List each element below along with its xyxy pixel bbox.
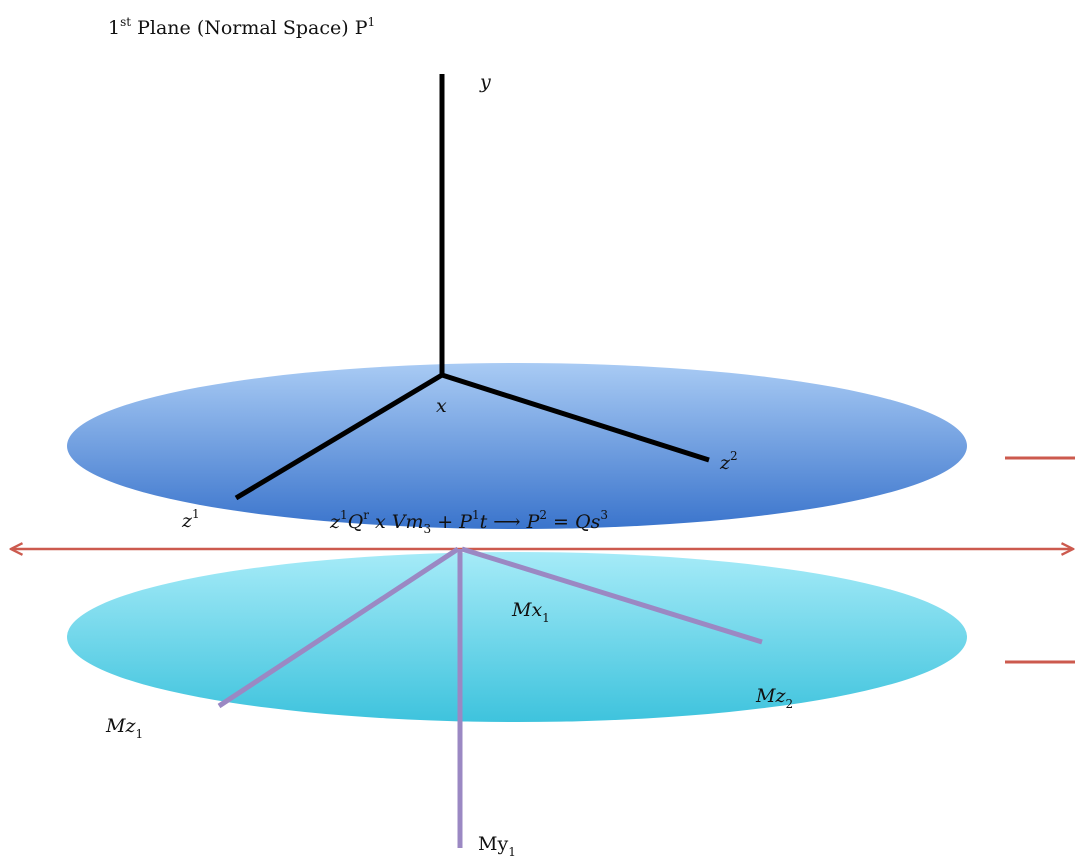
upper-plane xyxy=(67,363,967,529)
z1-axis xyxy=(234,372,444,501)
label-z1: z1 xyxy=(181,507,200,532)
label-z2: z2 xyxy=(719,449,738,474)
title-sup: 1 xyxy=(367,15,375,29)
title-prefix-sup: st xyxy=(120,15,131,29)
label-mz1: Mz1 xyxy=(105,715,143,741)
label-my1: My1 xyxy=(478,833,516,859)
label-y: y xyxy=(479,71,491,93)
z2-axis xyxy=(441,372,710,463)
lower-plane xyxy=(67,552,967,722)
transformation-equation: z1Qr x Vm3 + P1t ⟶ P2 = Qs3 xyxy=(329,508,608,536)
mx1-axis xyxy=(461,546,763,645)
title-text: Plane (Normal Space) P xyxy=(131,17,368,39)
title-prefix: 1 xyxy=(108,17,120,39)
diagram-title: 1st Plane (Normal Space) P1 xyxy=(108,15,375,39)
label-mx1: Mx1 xyxy=(511,599,550,625)
mz1-axis xyxy=(217,546,460,709)
label-mz2: Mz2 xyxy=(755,685,793,711)
label-x: x xyxy=(436,395,447,417)
